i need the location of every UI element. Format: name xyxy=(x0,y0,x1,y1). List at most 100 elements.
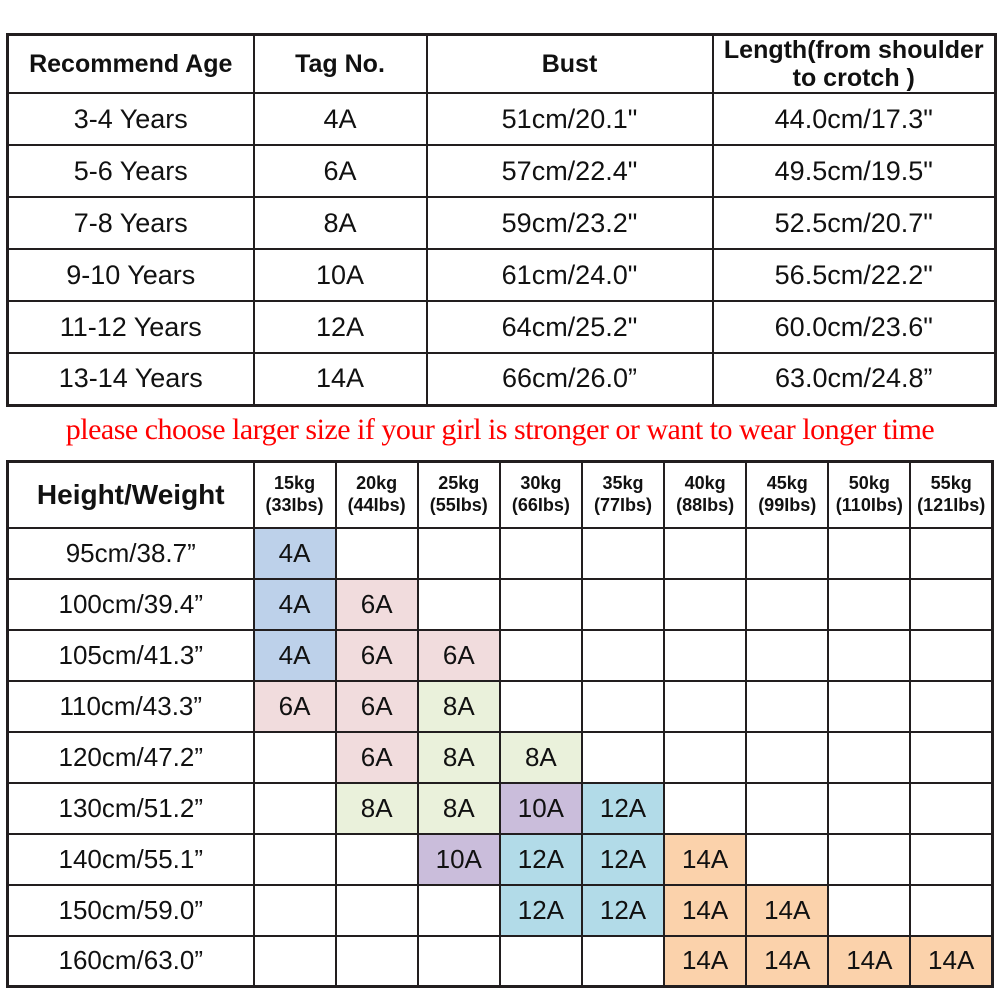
empty-cell xyxy=(827,526,912,580)
size-cell: 8A xyxy=(334,781,419,835)
empty-cell xyxy=(498,679,583,733)
column-header-bust: Bust xyxy=(425,33,714,94)
size-cell: 6A xyxy=(252,679,337,733)
bust-cell: 59cm/23.2" xyxy=(425,196,714,250)
size-advice-note: please choose larger size if your girl i… xyxy=(65,413,935,446)
empty-cell xyxy=(580,526,666,580)
empty-cell xyxy=(252,832,337,886)
weight-kg: 15kg xyxy=(274,473,316,494)
empty-cell xyxy=(252,883,337,937)
size-row: 3-4 Years 4A 51cm/20.1" 44.0cm/17.3" xyxy=(6,92,997,146)
age-cell: 7-8 Years xyxy=(6,196,255,250)
empty-cell xyxy=(827,883,912,937)
weight-column-header: 25kg (55Ibs) xyxy=(416,460,501,529)
column-header-length: Length(from shoulder to crotch ) xyxy=(711,33,997,94)
size-cell: 4A xyxy=(252,577,337,631)
size-row: 7-8 Years 8A 59cm/23.2" 52.5cm/20.7" xyxy=(6,196,997,250)
empty-cell xyxy=(745,628,830,682)
size-cell: 10A xyxy=(498,781,583,835)
size-cell: 14A xyxy=(745,883,830,937)
size-row: 13-14 Years 14A 66cm/26.0” 63.0cm/24.8” xyxy=(6,352,997,406)
age-cell: 3-4 Years xyxy=(6,92,255,146)
empty-cell xyxy=(909,832,994,886)
empty-cell xyxy=(745,679,830,733)
size-table-header-row: Recommend Age Tag No. Bust Length(from s… xyxy=(6,33,997,94)
height-label: 110cm/43.3” xyxy=(6,679,255,733)
weight-column-header: 15kg (33Ibs) xyxy=(252,460,337,529)
size-cell: 6A xyxy=(334,730,419,784)
height-label: 130cm/51.2” xyxy=(6,781,255,835)
size-by-age-table: Recommend Age Tag No. Bust Length(from s… xyxy=(6,33,997,407)
tag-no-cell: 12A xyxy=(252,300,428,354)
matrix-row: 130cm/51.2” 8A 8A 10A 12A xyxy=(6,781,994,835)
weight-kg: 40kg xyxy=(684,473,726,494)
matrix-row: 95cm/38.7” 4A xyxy=(6,526,994,580)
weight-column-header: 30kg (66Ibs) xyxy=(498,460,583,529)
empty-cell xyxy=(663,526,748,580)
height-label: 100cm/39.4” xyxy=(6,577,255,631)
weight-kg: 25kg xyxy=(438,473,480,494)
column-header-tag-no: Tag No. xyxy=(252,33,428,94)
size-row: 11-12 Years 12A 64cm/25.2" 60.0cm/23.6" xyxy=(6,300,997,354)
tag-no-cell: 14A xyxy=(252,352,428,406)
height-label: 120cm/47.2” xyxy=(6,730,255,784)
weight-lbs: (110Ibs) xyxy=(835,494,903,515)
matrix-row: 120cm/47.2” 6A 8A 8A xyxy=(6,730,994,784)
size-cell: 12A xyxy=(498,883,583,937)
empty-cell xyxy=(663,577,748,631)
height-weight-matrix-table: Height/Weight 15kg (33Ibs) 20kg (44Ibs) 25… xyxy=(6,460,994,988)
empty-cell xyxy=(909,679,994,733)
size-cell: 6A xyxy=(334,679,419,733)
bust-cell: 51cm/20.1" xyxy=(425,92,714,146)
weight-kg: 35kg xyxy=(602,473,644,494)
matrix-row: 160cm/63.0” 14A 14A 14A 14A xyxy=(6,934,994,988)
matrix-row: 100cm/39.4” 4A 6A xyxy=(6,577,994,631)
weight-lbs: (66Ibs) xyxy=(511,494,570,515)
empty-cell xyxy=(498,628,583,682)
size-cell: 6A xyxy=(334,628,419,682)
size-cell: 8A xyxy=(416,679,501,733)
column-header-recommend-age: Recommend Age xyxy=(6,33,255,94)
size-row: 5-6 Years 6A 57cm/22.4" 49.5cm/19.5" xyxy=(6,144,997,198)
empty-cell xyxy=(745,832,830,886)
empty-cell xyxy=(827,628,912,682)
weight-lbs: (88Ibs) xyxy=(676,494,735,515)
empty-cell xyxy=(334,934,419,988)
length-cell: 63.0cm/24.8” xyxy=(711,352,997,406)
bust-cell: 57cm/22.4" xyxy=(425,144,714,198)
height-label: 105cm/41.3” xyxy=(6,628,255,682)
size-cell: 8A xyxy=(416,730,501,784)
age-cell: 13-14 Years xyxy=(6,352,255,406)
length-cell: 49.5cm/19.5" xyxy=(711,144,997,198)
height-label: 95cm/38.7” xyxy=(6,526,255,580)
empty-cell xyxy=(663,679,748,733)
height-label: 140cm/55.1” xyxy=(6,832,255,886)
size-cell: 14A xyxy=(663,832,748,886)
age-cell: 9-10 Years xyxy=(6,248,255,302)
bust-cell: 66cm/26.0” xyxy=(425,352,714,406)
weight-kg: 55kg xyxy=(930,473,972,494)
size-cell: 10A xyxy=(416,832,501,886)
size-cell: 4A xyxy=(252,628,337,682)
empty-cell xyxy=(252,934,337,988)
weight-column-header: 50kg (110Ibs) xyxy=(827,460,912,529)
empty-cell xyxy=(334,526,419,580)
empty-cell xyxy=(252,781,337,835)
weight-lbs: (44Ibs) xyxy=(347,494,406,515)
empty-cell xyxy=(909,628,994,682)
empty-cell xyxy=(909,526,994,580)
weight-lbs: (121Ibs) xyxy=(917,494,986,515)
empty-cell xyxy=(827,781,912,835)
matrix-row: 140cm/55.1” 10A 12A 12A 14A xyxy=(6,832,994,886)
tag-no-cell: 8A xyxy=(252,196,428,250)
empty-cell xyxy=(745,526,830,580)
empty-cell xyxy=(827,679,912,733)
length-cell: 56.5cm/22.2" xyxy=(711,248,997,302)
length-cell: 44.0cm/17.3" xyxy=(711,92,997,146)
weight-column-header: 20kg (44Ibs) xyxy=(334,460,419,529)
weight-kg: 45kg xyxy=(766,473,808,494)
weight-kg: 30kg xyxy=(520,473,562,494)
empty-cell xyxy=(909,781,994,835)
matrix-row: 105cm/41.3” 4A 6A 6A xyxy=(6,628,994,682)
size-cell: 14A xyxy=(909,934,994,988)
